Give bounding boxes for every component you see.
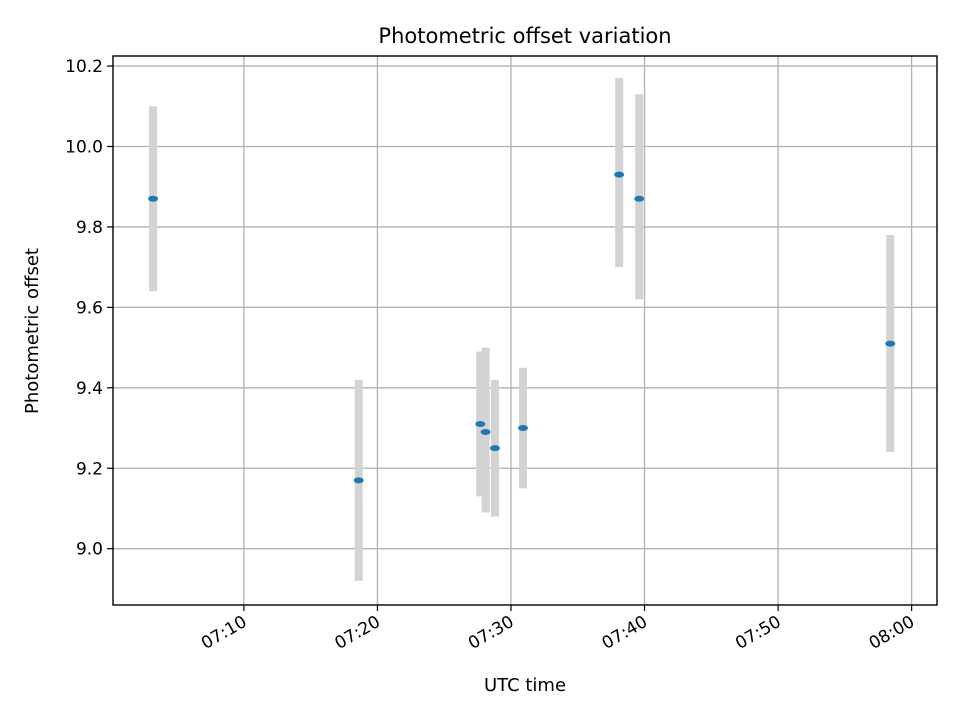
data-point	[489, 445, 500, 452]
y-tick-label: 10.0	[65, 137, 103, 157]
x-tick-label: 07:40	[599, 612, 651, 654]
x-tick-label: 07:50	[732, 612, 784, 654]
data-point	[885, 340, 896, 347]
data-point	[614, 171, 625, 178]
x-tick-label: 07:30	[465, 612, 517, 654]
y-tick-label: 9.6	[76, 298, 103, 318]
x-tick-label: 07:20	[331, 612, 383, 654]
data-point	[475, 421, 486, 428]
x-tick-label: 08:00	[866, 612, 918, 654]
data-point	[480, 429, 491, 436]
y-axis-ticks: 9.0 9.2 9.4 9.6 9.8 10.0 10.2	[65, 57, 113, 560]
y-tick-label: 9.2	[76, 459, 103, 479]
data-points	[148, 171, 896, 484]
data-point	[148, 195, 159, 202]
x-axis-label: UTC time	[484, 675, 566, 696]
x-axis-ticks: 07:10 07:20 07:30 07:40 07:50 08:00	[198, 605, 918, 654]
y-tick-label: 10.2	[65, 57, 103, 77]
x-tick-label: 07:10	[198, 612, 250, 654]
chart-title: Photometric offset variation	[378, 24, 671, 48]
data-point	[353, 477, 364, 484]
data-point	[634, 195, 645, 202]
grid-lines	[113, 56, 937, 605]
data-point	[517, 425, 528, 432]
error-bars	[149, 78, 895, 581]
y-tick-label: 9.0	[76, 540, 103, 560]
plot-frame	[112, 55, 938, 606]
y-tick-label: 9.8	[76, 218, 103, 238]
y-tick-label: 9.4	[76, 379, 103, 399]
y-axis-label: Photometric offset	[22, 248, 43, 414]
